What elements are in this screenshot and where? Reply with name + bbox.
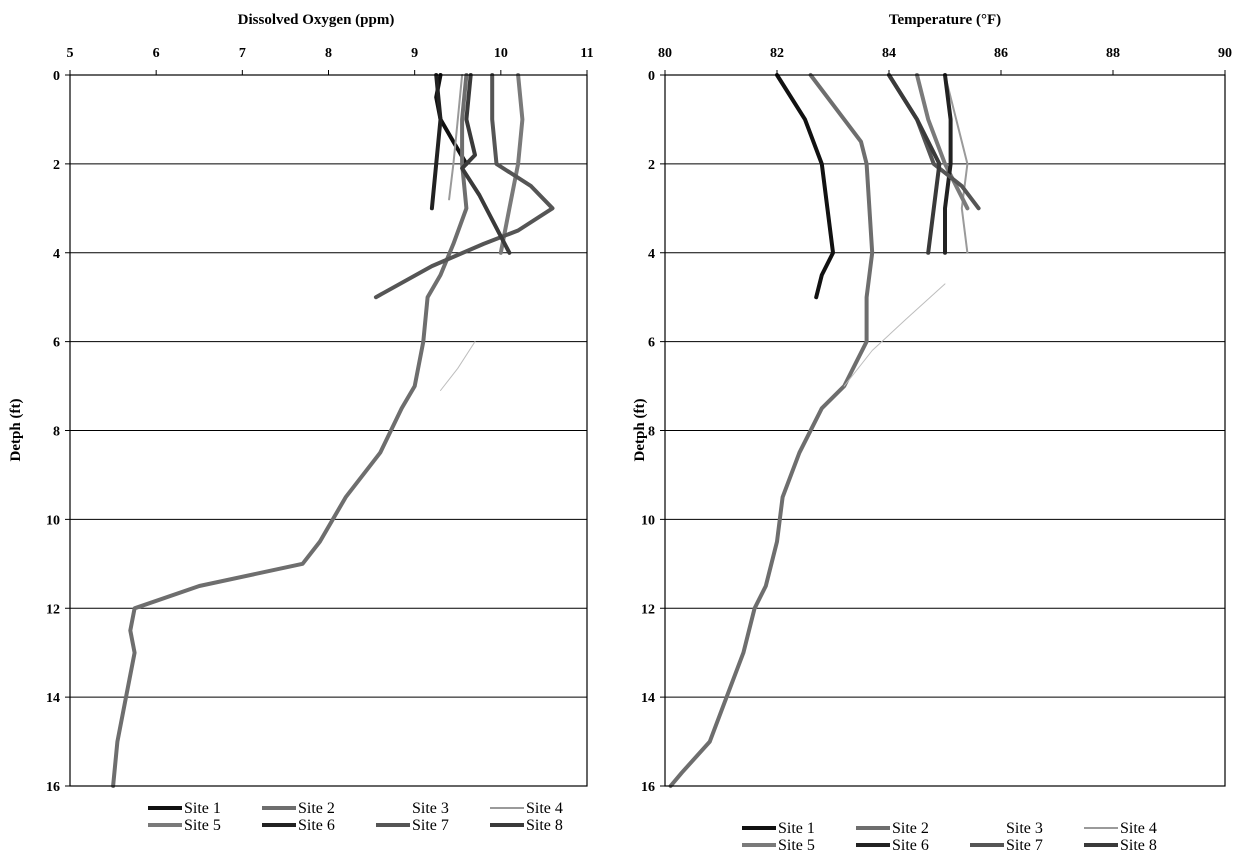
y-tick-label-6: 6 (53, 336, 60, 351)
y-axis-label-temperature: Detph (ft) (632, 399, 648, 462)
legend-label-site-6: Site 6 (298, 817, 335, 834)
x-tick-label-80: 80 (658, 46, 672, 61)
legend: Site 1 Site 2 Site 3 Site 4 Site 5 Site 6 Site… (148, 800, 563, 834)
series-line-site-3 (843, 283, 946, 387)
x-tick-label-7: 7 (239, 46, 246, 61)
x-tick-label-9: 9 (411, 46, 418, 61)
legend-label-site-4: Site 4 (526, 800, 563, 817)
y-tick-label-0: 0 (648, 69, 655, 84)
y-tick-label-0: 0 (53, 69, 60, 84)
legend-label-site-7: Site 7 (1006, 837, 1043, 854)
legend-label-site-1: Site 1 (778, 820, 815, 837)
y-tick-label-16: 16 (641, 780, 655, 795)
legend-label-site-8: Site 8 (1120, 837, 1157, 854)
series-line-site-8 (460, 73, 512, 255)
series-line-site-8 (887, 73, 942, 255)
y-tick-label-2: 2 (53, 158, 60, 173)
y-tick-label-8: 8 (648, 425, 655, 440)
legend-label-site-6: Site 6 (892, 837, 929, 854)
y-tick-labels: 0 2 4 6 8 10 12 14 16 (641, 69, 665, 795)
y-gridlines (70, 74, 587, 787)
legend-label-site-4: Site 4 (1120, 820, 1157, 837)
y-tick-label-12: 12 (46, 602, 60, 617)
series-line-site-2 (668, 73, 875, 788)
y-tick-label-2: 2 (648, 158, 655, 173)
y-tick-label-14: 14 (46, 691, 60, 706)
x-tick-label-6: 6 (153, 46, 160, 61)
plot-frame (69, 74, 588, 787)
y-axis-label-dissolved-oxygen: Detph (ft) (8, 399, 24, 462)
y-tick-label-4: 4 (648, 247, 655, 262)
legend-label-site-3: Site 3 (412, 800, 449, 817)
plot-frame (664, 74, 1226, 787)
series-line-site-6 (429, 73, 443, 211)
series-line-site-7 (373, 73, 555, 300)
chart-title-temperature: Temperature (°F) (889, 12, 1001, 28)
series-line-site-5 (498, 73, 525, 255)
chart-title-dissolved-oxygen: Dissolved Oxygen (ppm) (238, 12, 395, 28)
x-tick-label-5: 5 (67, 46, 74, 61)
legend-label-site-8: Site 8 (526, 817, 563, 834)
series-lines (111, 73, 555, 788)
series-line-site-2 (111, 73, 469, 788)
legend-label-site-7: Site 7 (412, 817, 449, 834)
x-tick-label-88: 88 (1106, 46, 1120, 61)
series-line-site-4 (944, 74, 969, 254)
legend-label-site-2: Site 2 (298, 800, 335, 817)
series-lines (668, 73, 981, 788)
x-tick-label-11: 11 (580, 46, 593, 61)
temperature-chart: Temperature (°F) Detph (ft) 80 82 84 86 88 90… (632, 12, 1232, 854)
series-line-site-5 (915, 73, 970, 211)
x-tick-label-82: 82 (770, 46, 784, 61)
y-tick-label-12: 12 (641, 602, 655, 617)
y-tick-label-14: 14 (641, 691, 655, 706)
y-gridlines (665, 74, 1225, 787)
y-tick-label-10: 10 (46, 513, 60, 528)
x-tick-label-90: 90 (1218, 46, 1232, 61)
legend-label-site-1: Site 1 (184, 800, 221, 817)
legend-label-site-2: Site 2 (892, 820, 929, 837)
x-ticks: 80 82 84 86 88 90 (658, 46, 1232, 75)
x-ticks: 5 6 7 8 9 10 11 (67, 46, 594, 75)
y-tick-label-6: 6 (648, 336, 655, 351)
legend-label-site-5: Site 5 (778, 837, 815, 854)
series-line-site-6 (943, 73, 953, 255)
x-tick-label-84: 84 (882, 46, 896, 61)
series-line-site-3 (440, 341, 476, 391)
y-tick-label-16: 16 (46, 780, 60, 795)
y-tick-label-10: 10 (641, 513, 655, 528)
series-line-site-1 (775, 73, 835, 300)
x-tick-label-86: 86 (994, 46, 1008, 61)
dissolved-oxygen-chart: Dissolved Oxygen (ppm) Detph (ft) 5 6 7 8 9 1… (8, 12, 594, 834)
legend-label-site-5: Site 5 (184, 817, 221, 834)
x-tick-label-10: 10 (494, 46, 508, 61)
y-tick-label-8: 8 (53, 425, 60, 440)
y-tick-labels: 0 2 4 6 8 10 12 14 16 (46, 69, 70, 795)
y-tick-label-4: 4 (53, 247, 60, 262)
legend: Site 1 Site 2 Site 3 Site 4 Site 5 Site 6 Site… (742, 820, 1157, 854)
legend-label-site-3: Site 3 (1006, 820, 1043, 837)
series-line-site-4 (448, 74, 464, 201)
x-tick-label-8: 8 (325, 46, 332, 61)
